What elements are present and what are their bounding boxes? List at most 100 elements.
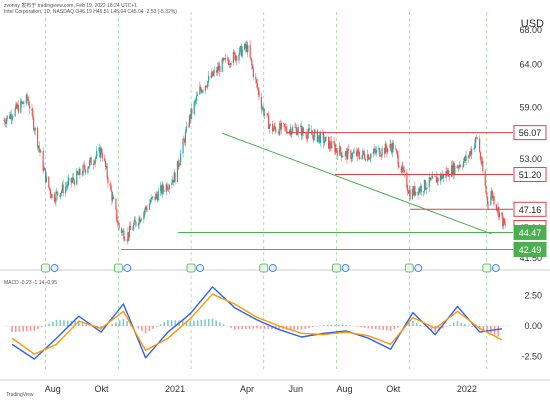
candle-body (375, 149, 378, 153)
macd-histogram-bar (40, 326, 43, 328)
macd-histogram-bar (137, 326, 140, 329)
macd-histogram-bar (367, 326, 370, 329)
candle-body (200, 86, 202, 90)
candle-body (72, 177, 75, 181)
macd-histogram-bar (89, 325, 91, 326)
candle-body (389, 143, 391, 149)
candle-body (274, 125, 276, 129)
candle-body (94, 159, 96, 164)
macd-tick-label: -2.50 (521, 352, 542, 362)
macd-histogram-bar (26, 326, 28, 332)
candle-body (168, 188, 170, 190)
candle-body (352, 152, 354, 154)
macd-histogram-bar (111, 324, 114, 326)
candle-body (68, 177, 70, 182)
candle-body (98, 147, 100, 151)
candle-body (16, 104, 19, 109)
candle-body (407, 188, 409, 192)
candle-body (240, 45, 243, 57)
candle-body (447, 170, 449, 175)
candle-body (213, 70, 215, 73)
candle-body (144, 206, 147, 211)
candle-body (132, 224, 135, 230)
macd-histogram-bar (308, 326, 310, 329)
candle-body (267, 113, 269, 116)
candle-body (204, 85, 207, 91)
candle-body (491, 191, 494, 199)
candle-body (139, 217, 141, 222)
macd-histogram-bar (81, 322, 84, 326)
macd-histogram-bar (419, 324, 422, 326)
candle-body (323, 141, 326, 144)
candle-body (487, 204, 490, 206)
candle-body (279, 123, 281, 135)
candle-body (25, 94, 27, 104)
candle-body (195, 100, 197, 101)
macd-histogram-bar (341, 324, 344, 326)
macd-histogram-bar (393, 326, 396, 330)
macd-histogram-bar (59, 320, 62, 326)
candle-body (459, 165, 461, 168)
price-tick-label: 64.00 (519, 59, 542, 69)
macd-histogram-bar (22, 326, 24, 332)
candle-body (419, 186, 422, 192)
candle-body (370, 154, 372, 159)
candle-body (398, 165, 400, 168)
candle-body (178, 165, 180, 167)
candle-body (306, 137, 308, 139)
candle-body (168, 185, 171, 189)
candle-body (115, 198, 117, 210)
macd-histogram-bar (200, 319, 203, 326)
candle-body (257, 88, 259, 91)
candle-body (100, 148, 103, 154)
candle-body (11, 117, 13, 120)
macd-histogram-bar (170, 320, 173, 326)
candle-body (318, 134, 320, 137)
candle-body (45, 176, 47, 183)
signal-line (11, 293, 503, 355)
candle-body (6, 115, 8, 120)
time-tick-label: Okt (95, 384, 110, 394)
candle-body (251, 59, 253, 66)
candle-body (157, 191, 159, 201)
candle-body (258, 90, 260, 98)
macd-histogram-bar (363, 326, 366, 328)
candle-body (330, 146, 332, 149)
macd-histogram-bar (215, 320, 217, 326)
macd-histogram-bar (155, 326, 158, 327)
price-tick-label: 41.50 (519, 253, 542, 263)
macd-histogram-bar (230, 326, 232, 328)
candle-body (172, 180, 175, 183)
candle-body (456, 165, 458, 169)
candle-body (208, 75, 210, 81)
candle-body (140, 219, 143, 221)
candle-body (448, 176, 450, 178)
macd-histogram-bar (356, 326, 359, 327)
candle-body (152, 196, 154, 198)
macd-histogram-bar (371, 326, 373, 329)
candle-body (351, 153, 354, 158)
time-tick-label: Aug (337, 384, 353, 394)
candle-body (403, 170, 406, 173)
candle-body (104, 161, 107, 168)
dividend-marker (491, 264, 500, 272)
macd-histogram-bar (293, 326, 295, 330)
candle-body (431, 178, 433, 180)
candle-body (386, 148, 388, 153)
candle-body (454, 165, 456, 174)
candle-body (120, 228, 123, 234)
candle-body (363, 153, 366, 159)
candle-body (339, 146, 341, 156)
candle-body (358, 151, 360, 157)
candle-body (458, 166, 460, 168)
candle-body (379, 148, 381, 157)
macd-histogram-bar (122, 318, 125, 326)
candle-body (176, 160, 179, 183)
macd-histogram-bar (259, 326, 262, 329)
earnings-marker (332, 263, 341, 273)
candle-body (252, 68, 255, 77)
candle-body (196, 95, 198, 101)
macd-histogram-bar (211, 318, 214, 326)
candle-body (431, 175, 434, 179)
